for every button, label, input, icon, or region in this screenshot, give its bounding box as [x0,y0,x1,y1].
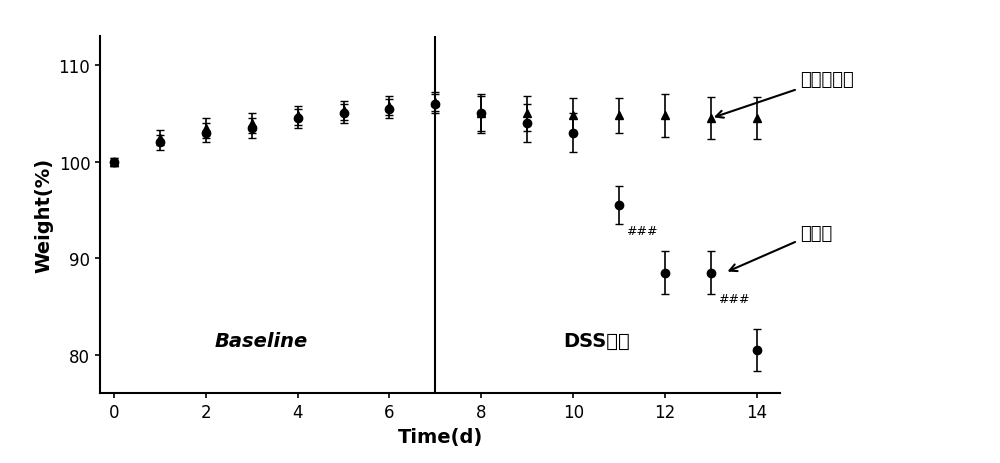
Text: Baseline: Baseline [214,331,307,350]
Text: DSS诱导: DSS诱导 [563,331,630,350]
Text: 模型组: 模型组 [730,224,833,271]
Y-axis label: Weight(%): Weight(%) [34,158,53,273]
Text: ###: ### [718,292,749,306]
Text: ###: ### [626,225,658,238]
X-axis label: Time(d): Time(d) [397,427,483,446]
Text: 空白对照组: 空白对照组 [716,71,854,119]
